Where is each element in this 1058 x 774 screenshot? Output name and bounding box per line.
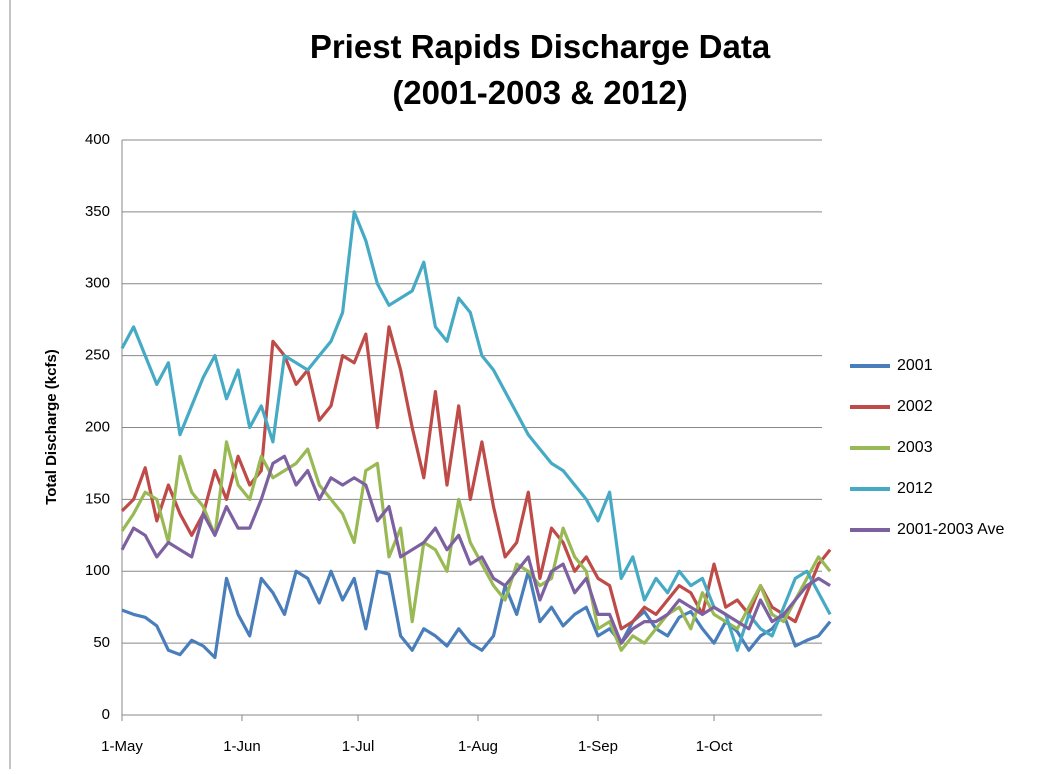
series-line — [120, 325, 832, 631]
chart-title: (2001-2003 & 2012) — [392, 74, 687, 111]
series-line — [120, 454, 831, 645]
y-tick-label: 100 — [85, 562, 110, 579]
y-tick-label: 200 — [85, 418, 110, 435]
legend-label: 2001 — [897, 357, 933, 374]
x-tick-label: 1-Jun — [223, 738, 261, 755]
x-tick-label: 1-Jul — [342, 738, 375, 755]
y-tick-label: 350 — [85, 203, 110, 220]
legend-label: 2012 — [897, 480, 933, 497]
y-tick-label: 250 — [85, 347, 110, 364]
x-tick-label: 1-May — [101, 738, 143, 755]
x-tick-label: 1-Sep — [578, 738, 618, 755]
y-tick-label: 300 — [85, 275, 110, 292]
y-tick-label: 50 — [93, 634, 110, 651]
series-line — [120, 440, 832, 652]
series-line — [121, 569, 832, 660]
legend-label: 2002 — [897, 398, 933, 415]
y-tick-label: 150 — [85, 490, 110, 507]
series-line — [120, 210, 832, 652]
y-tick-label: 400 — [85, 131, 110, 148]
y-axis-label: Total Discharge (kcfs) — [43, 349, 60, 505]
legend-label: 2001-2003 Ave — [897, 521, 1004, 538]
chart-border — [9, 0, 1058, 774]
x-tick-label: 1-Aug — [458, 738, 498, 755]
chart-title: Priest Rapids Discharge Data — [310, 28, 771, 65]
x-tick-label: 1-Oct — [696, 738, 734, 755]
legend-label: 2003 — [897, 439, 933, 456]
y-tick-label: 0 — [102, 706, 110, 723]
